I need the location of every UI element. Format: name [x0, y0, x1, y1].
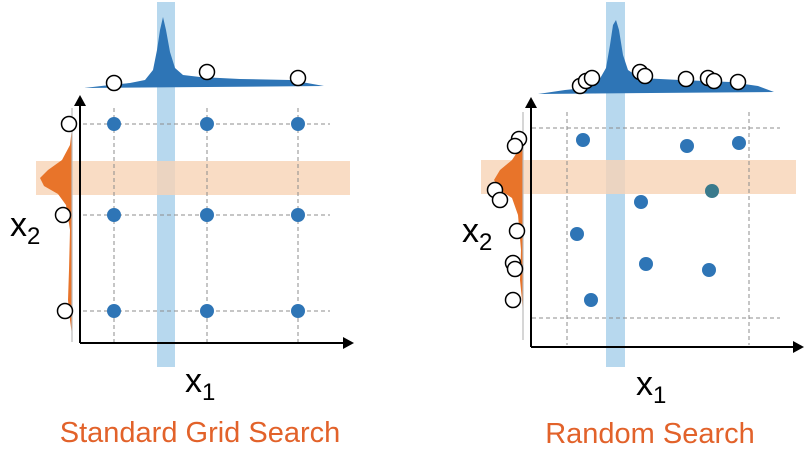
grid-point: [107, 304, 121, 318]
random-point: [680, 139, 694, 153]
random-y-axis-label: x2: [462, 212, 492, 256]
grid-point: [107, 117, 121, 131]
grid-y-axis-label: x2: [10, 206, 40, 250]
grid-x1-projections: [105, 63, 307, 92]
random-point: [705, 184, 719, 198]
grid-point: [291, 117, 305, 131]
random-boundary-lines: [532, 112, 780, 345]
grid-search-caption: Standard Grid Search: [60, 417, 340, 449]
random-point: [576, 133, 590, 147]
grid-point: [291, 208, 305, 222]
grid-point: [200, 208, 214, 222]
random-point: [639, 257, 653, 271]
grid-x-axis-label: x1: [185, 362, 215, 406]
important-x2-band: [36, 161, 350, 195]
random-x-axis-label: x1: [636, 365, 666, 409]
random-point: [732, 136, 746, 150]
grid-point: [107, 208, 121, 222]
grid-search-panel: x1 x2 Standard Grid Search: [10, 2, 354, 449]
random-point: [634, 195, 648, 209]
grid-sample-points: [107, 117, 305, 318]
x2-density-curve: [40, 128, 72, 335]
random-y-axis-arrow: [525, 97, 537, 108]
random-sample-points: [570, 133, 746, 307]
random-point: [584, 293, 598, 307]
random-point: [570, 227, 584, 241]
x1-density-curve: [538, 20, 774, 94]
random-search-caption: Random Search: [545, 418, 755, 450]
grid-x-axis-arrow: [343, 337, 354, 349]
random-x1-projections: [571, 63, 747, 95]
grid-axes: [79, 104, 346, 344]
grid-point: [200, 304, 214, 318]
grid-point: [200, 117, 214, 131]
random-point: [702, 263, 716, 277]
grid-lines: [83, 108, 330, 342]
x2-density-curve: [494, 137, 523, 315]
random-search-panel: x1 x2 Random Search: [462, 2, 804, 450]
random-x2-projections: [486, 130, 528, 309]
grid-point: [291, 304, 305, 318]
grid-y-axis-arrow: [74, 95, 86, 106]
important-x2-band: [481, 160, 796, 194]
random-axes: [530, 106, 796, 348]
grid-x2-projections: [54, 115, 78, 320]
random-x-axis-arrow: [793, 341, 804, 353]
